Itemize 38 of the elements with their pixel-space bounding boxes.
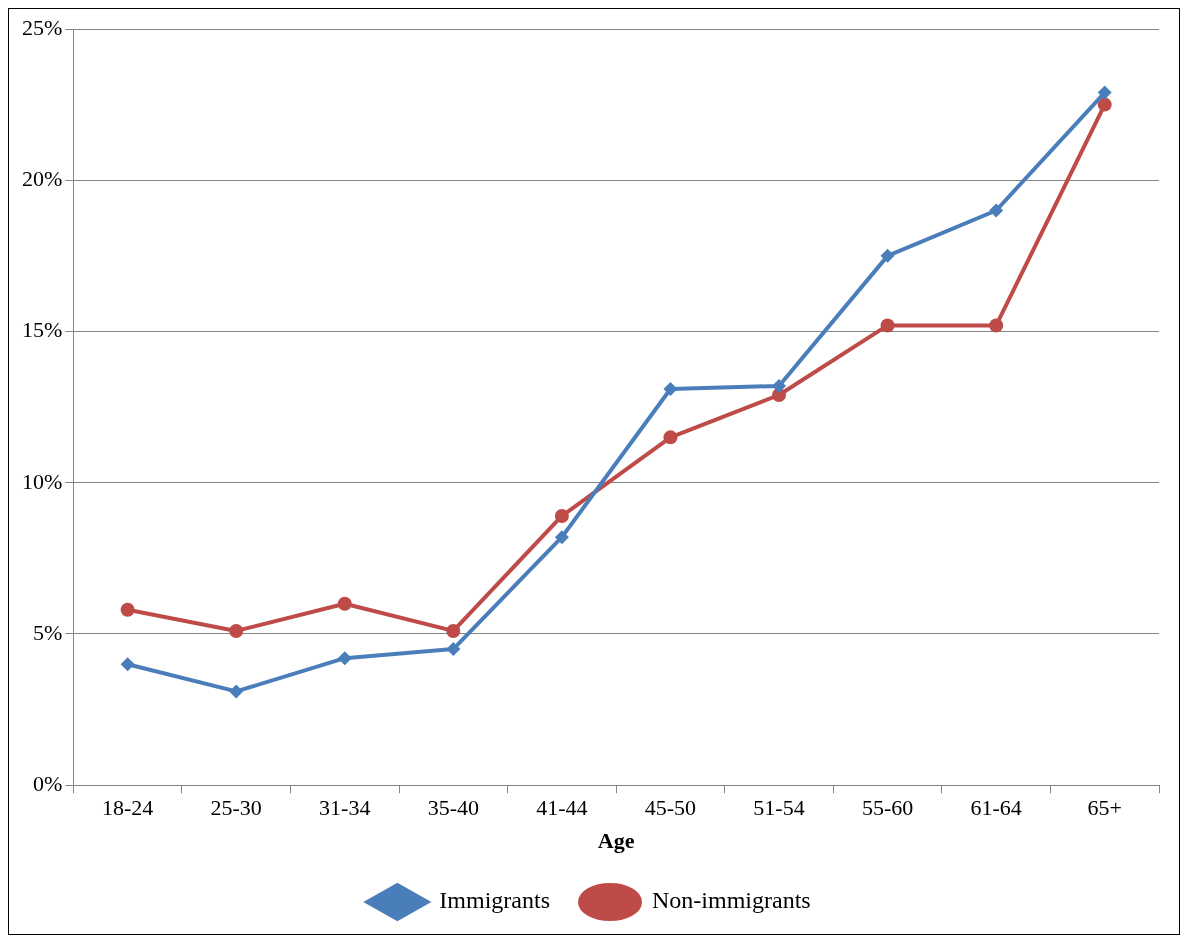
point [1097,97,1112,112]
point [663,430,678,445]
point [229,684,244,699]
point [554,530,569,545]
x-tick-label: 65+ [1087,795,1122,821]
point [880,248,895,263]
x-tick-label: 61-64 [970,795,1022,821]
point [663,381,678,396]
x-tick-label: 25-30 [210,795,262,821]
x-tick-label: 55-60 [861,795,914,821]
x-tick-label: 45-50 [644,795,697,821]
y-tick-label: 15% [22,317,63,343]
y-tick-label: 5% [33,619,63,645]
y-tick-label: 20% [22,166,63,192]
point [772,378,787,393]
x-tick-label: 41-44 [536,795,588,821]
point [1097,85,1112,100]
y-tick-label: 0% [33,770,63,796]
x-tick-label: 18-24 [101,795,154,821]
point [120,657,135,672]
x-tick-label: 31-34 [319,795,371,821]
point [989,318,1004,333]
point [120,602,135,617]
y-tick-label: 25% [22,14,63,40]
point [229,623,244,638]
point [446,642,461,657]
point [446,623,461,638]
legend-label: Non-immigrants [652,887,811,914]
x-tick-label: 51-54 [753,795,805,821]
point [554,508,569,523]
point [337,651,352,666]
x-axis-title: Age [597,828,635,854]
point [337,596,352,611]
x-tick-label: 35-40 [427,795,479,821]
point [989,203,1004,218]
legend-label: Immigrants [439,887,551,914]
y-tick-label: 10% [22,468,63,494]
point [880,318,895,333]
